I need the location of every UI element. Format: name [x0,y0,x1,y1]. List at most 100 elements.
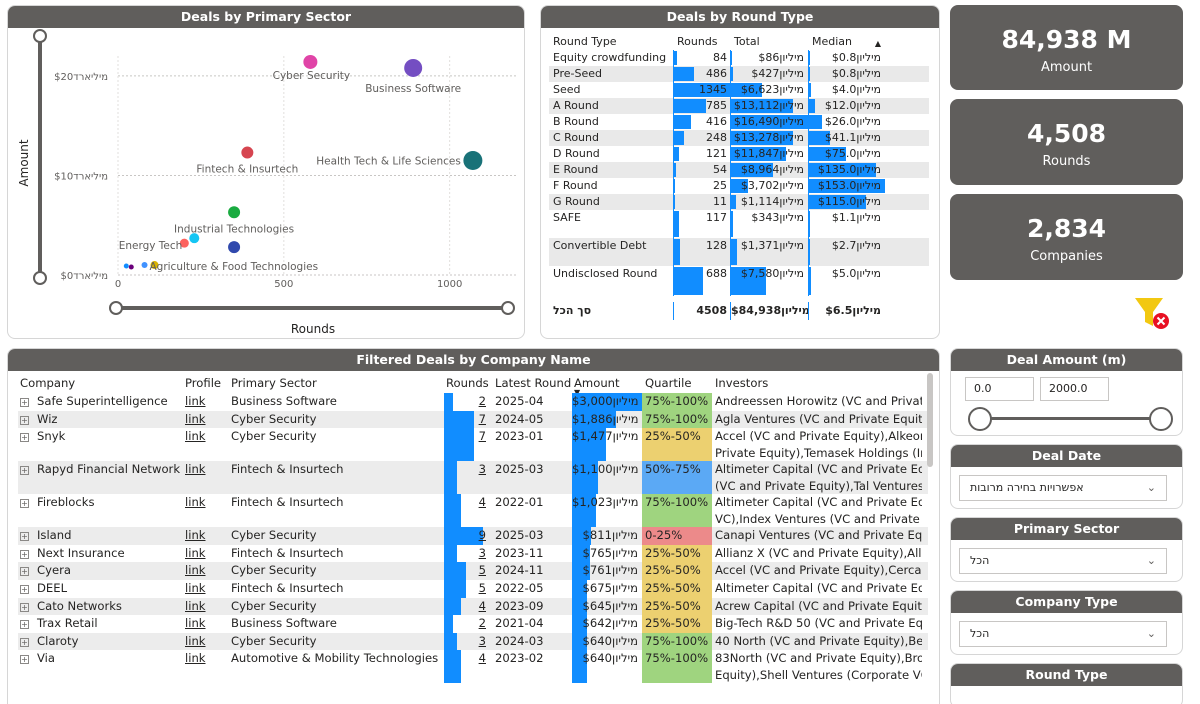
rounds-cell[interactable]: 5 [444,562,490,580]
expand-icon[interactable]: + [20,415,29,425]
col-amount[interactable]: Amount▼ [572,376,642,397]
expand-icon[interactable]: + [20,567,29,577]
table-row[interactable]: + Next Insurance link Fintech & Insurtech 3 2… [18,544,928,563]
table-row[interactable]: + DEEL link Fintech & Insurtech 5 2022-05 $675… [18,579,928,598]
col-primary-sector[interactable]: Primary Sector [231,376,317,390]
scatter-point[interactable] [241,146,254,159]
scatter-point[interactable] [303,54,318,69]
company-cell[interactable]: + Fireblocks [20,495,95,510]
table-row[interactable]: + Safe Superintelligence link Business Soft… [18,393,928,411]
expand-icon[interactable]: + [20,620,29,630]
rounds-cell[interactable]: 3 [444,544,490,563]
round-row[interactable]: C Round 248 $13,278מיליון $41.1מיליון [549,130,929,146]
profile-link[interactable]: link [185,580,206,595]
round-row[interactable]: A Round 785 $13,112מיליון $12.0מיליון [549,98,929,114]
company-cell[interactable]: + Cato Networks [20,598,122,613]
round-row[interactable]: Convertible Debt 128 $1,371מיליון $2.7מיליו… [549,238,929,266]
rounds-cell[interactable]: 5 [444,579,490,598]
profile-link[interactable]: link [185,651,206,666]
expand-icon[interactable]: + [20,637,29,647]
profile-link[interactable]: link [185,598,206,613]
profile-link[interactable]: link [185,495,206,510]
company-cell[interactable]: + Rapyd Financial Network [20,462,181,477]
table-row[interactable]: + Cato Networks link Cyber Security 4 2023-09… [18,597,928,616]
scatter-point[interactable] [128,264,134,270]
table-scrollbar[interactable] [927,373,933,467]
table-row[interactable]: + Trax Retail link Business Software 2 2021-0… [18,615,928,633]
col-investors[interactable]: Investors [715,376,769,390]
rounds-cell[interactable]: 2 [444,615,490,633]
company-cell[interactable]: + Next Insurance [20,545,125,560]
company-cell[interactable]: + Snyk [20,429,66,444]
round-row[interactable]: B Round 416 $16,490מיליון $26.0מיליון [549,114,929,130]
rounds-cell[interactable]: 2 [444,393,490,411]
col-quartile[interactable]: Quartile [645,376,692,390]
col-profile[interactable]: Profile [185,376,222,390]
table-row[interactable]: + Cyera link Cyber Security 5 2024-11 $761מילי… [18,562,928,580]
rounds-cell[interactable]: 4 [444,494,490,528]
rounds-cell[interactable]: 9 [444,527,490,545]
scatter-point[interactable] [150,261,159,270]
scatter-point[interactable] [228,206,241,219]
rounds-cell[interactable]: 7 [444,410,490,429]
scatter-point[interactable] [179,238,189,248]
scatter-point[interactable] [228,241,241,254]
rounds-cell[interactable]: 3 [444,461,490,495]
company-cell[interactable]: + Island [20,528,72,543]
col-rounds[interactable]: Rounds [677,34,718,48]
round-row[interactable]: Equity crowdfunding 84 $86מיליון $0.8מיליון [549,50,929,66]
expand-icon[interactable]: + [20,602,29,612]
expand-icon[interactable]: + [20,499,29,509]
scatter-point[interactable] [463,151,483,171]
rounds-cell[interactable]: 3 [444,632,490,651]
expand-icon[interactable]: + [20,466,29,476]
expand-icon[interactable]: + [20,655,29,665]
round-row[interactable]: D Round 121 $11,847מיליון $75.0מיליון [549,146,929,162]
profile-link[interactable]: link [185,545,206,560]
slider-min-handle[interactable] [968,407,992,431]
table-row[interactable]: + Wiz link Cyber Security 7 2024-05 $1,886מילי… [18,410,928,429]
scatter-chart[interactable]: $20מיליארד $10מיליארד $0מיליארד 0 500 1000 Rou… [8,28,525,339]
profile-link[interactable]: link [185,462,206,477]
company-cell[interactable]: + DEEL [20,580,68,595]
round-row[interactable]: Pre-Seed 486 $427מיליון $0.8מיליון [549,66,929,82]
deal-amount-min-input[interactable]: 0.0 [965,377,1034,401]
table-row[interactable]: + Via link Automotive & Mobility Technologi… [18,650,928,684]
table-row[interactable]: + Snyk link Cyber Security 7 2023-01 $1,477מיל… [18,428,928,462]
profile-link[interactable]: link [185,616,206,631]
expand-icon[interactable]: + [20,584,29,594]
round-row[interactable]: Seed 1345 $6,623מיליון $4.0מיליון [549,82,929,98]
scatter-point[interactable] [141,262,148,269]
clear-filter-icon[interactable] [1133,296,1177,336]
round-row[interactable]: G Round 11 $1,114מיליון $115.0מיליון [549,194,929,210]
scatter-point[interactable] [404,58,423,77]
deal-date-dropdown[interactable]: אפשרויות בחירה מרובות ⌄ [959,475,1167,501]
col-total[interactable]: Total [734,34,760,48]
col-company[interactable]: Company [20,376,76,390]
deal-amount-max-input[interactable]: 2000.0 [1040,377,1109,401]
rounds-cell[interactable]: 7 [444,428,490,462]
round-row[interactable]: F Round 25 $3,702מיליון $153.0מיליון [549,178,929,194]
round-row[interactable]: SAFE 117 $343מיליון $1.1מיליון [549,210,929,238]
expand-icon[interactable]: + [20,433,29,443]
table-row[interactable]: + Fireblocks link Fintech & Insurtech 4 2022-… [18,494,928,528]
col-latest-round[interactable]: Latest Round [495,376,572,390]
rounds-cell[interactable]: 4 [444,597,490,616]
scatter-point[interactable] [189,233,200,244]
primary-sector-dropdown[interactable]: הכל ⌄ [959,548,1167,574]
expand-icon[interactable]: + [20,532,29,542]
company-cell[interactable]: + Cyera [20,563,71,578]
table-row[interactable]: + Island link Cyber Security 9 2025-03 $811מיל… [18,527,928,545]
company-cell[interactable]: + Wiz [20,411,58,426]
table-row[interactable]: + Claroty link Cyber Security 3 2024-03 $640מי… [18,632,928,651]
company-type-dropdown[interactable]: הכל ⌄ [959,621,1167,647]
round-row[interactable]: Undisclosed Round 688 $7,580מיליון $5.0מילי… [549,266,929,296]
company-cell[interactable]: + Via [20,651,56,666]
col-round-type[interactable]: Round Type [553,34,617,48]
scatter-point[interactable] [123,263,129,269]
profile-link[interactable]: link [185,528,206,543]
col-median[interactable]: Median ▲ [812,34,881,48]
profile-link[interactable]: link [185,394,206,408]
company-cell[interactable]: + Safe Superintelligence [20,394,168,408]
col-rounds[interactable]: Rounds [446,376,489,390]
